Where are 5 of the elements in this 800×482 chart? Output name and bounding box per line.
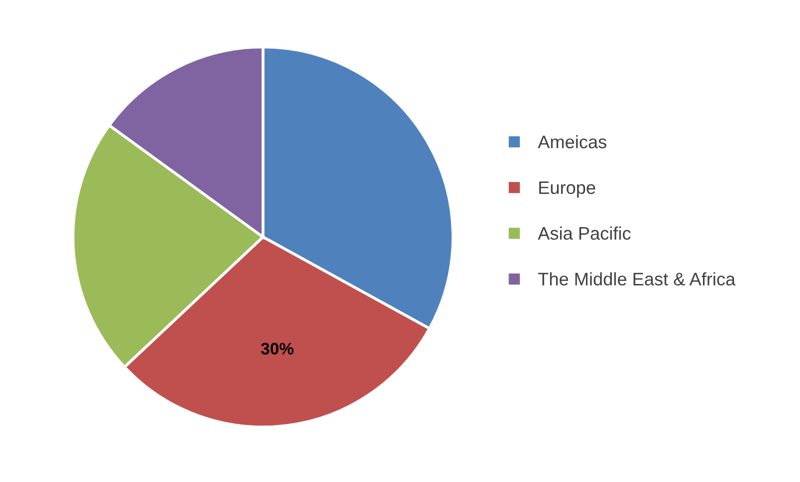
legend-label: Ameicas <box>538 135 606 148</box>
data-label: 30% <box>260 342 294 355</box>
legend-label: Asia Pacific <box>538 226 631 240</box>
legend-label: The Middle East & Africa <box>538 272 736 286</box>
legend-label: Europe <box>539 181 596 198</box>
